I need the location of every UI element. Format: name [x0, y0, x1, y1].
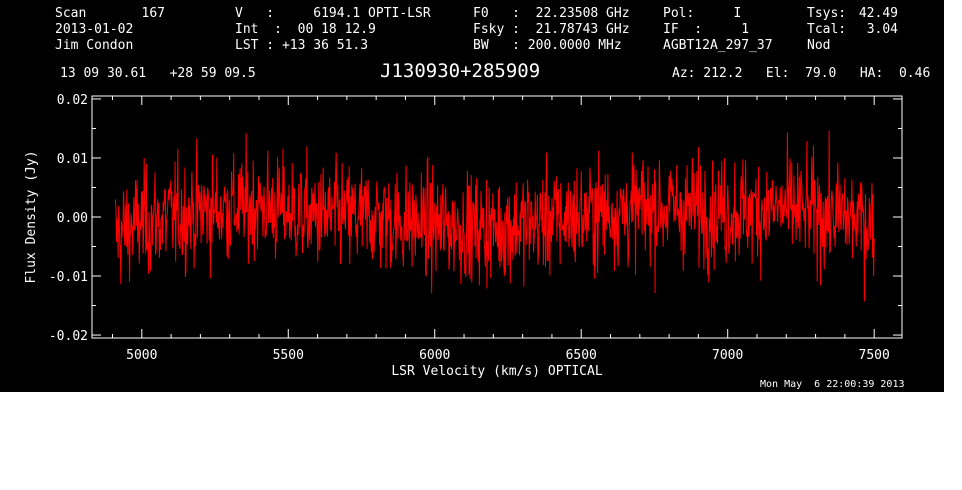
velocity-line: V : 6194.1 OPTI-LSR: [235, 6, 431, 21]
y-tick-label: 0.02: [57, 93, 88, 108]
if-line: IF : 1: [663, 22, 750, 37]
spectrum-trace: [114, 130, 875, 302]
y-tick-label: -0.01: [49, 270, 88, 285]
tsys-label: Tsys:: [807, 6, 847, 21]
pointing-info: Az: 212.2 El: 79.0 HA: 0.46: [672, 66, 931, 81]
observer-name: Jim Condon: [55, 38, 134, 53]
plot-timestamp: Mon May 6 22:00:39 2013: [760, 379, 905, 390]
y-tick-label: -0.02: [49, 329, 88, 344]
switching-mode: Nod: [807, 38, 831, 53]
source-name: J130930+285909: [380, 60, 541, 82]
observation-date: 2013-01-02: [55, 22, 134, 37]
integration-line: Int : 00 18 12.9: [235, 22, 376, 37]
rest-frequency-line: F0 : 22.23508 GHz: [473, 6, 630, 21]
axis-ticks: 5000 5500 6000 6500 7000 7500 -0.02 -0.01 0.00 0.…: [49, 93, 902, 363]
spectrum-panel: Scan 167 2013-01-02 Jim Condon V : 6194.…: [0, 0, 944, 392]
x-axis-label: LSR Velocity (km/s) OPTICAL: [391, 364, 602, 379]
tcal-label: Tcal:: [807, 22, 847, 37]
lst-line: LST : +13 36 51.3: [235, 38, 369, 53]
polarization-line: Pol: I: [663, 6, 742, 21]
project-id: AGBT12A_297_37: [663, 38, 773, 53]
source-coordinates: 13 09 30.61 +28 59 09.5: [60, 66, 256, 81]
bandwidth-line: BW : 200.0000 MHz: [473, 38, 622, 53]
y-tick-label: 0.01: [57, 152, 88, 167]
sky-frequency-line: Fsky : 21.78743 GHz: [473, 22, 630, 37]
spectrum-plot: 5000 5500 6000 6500 7000 7500 -0.02 -0.01 0.00 0.…: [24, 93, 903, 379]
scan-number: 167: [141, 6, 165, 21]
x-tick-label: 5000: [126, 348, 157, 363]
scan-label: Scan: [55, 6, 87, 21]
tsys-value: 42.49: [858, 6, 898, 21]
x-tick-label: 7000: [712, 348, 743, 363]
spectrum-trace-layer: [114, 130, 875, 302]
y-tick-label: 0.00: [57, 211, 88, 226]
x-tick-label: 5500: [273, 348, 304, 363]
y-axis-label: Flux Density (Jy): [24, 150, 39, 283]
x-tick-label: 6000: [419, 348, 450, 363]
x-tick-label: 6500: [566, 348, 597, 363]
tcal-value: 3.04: [866, 22, 898, 37]
x-tick-label: 7500: [859, 348, 890, 363]
